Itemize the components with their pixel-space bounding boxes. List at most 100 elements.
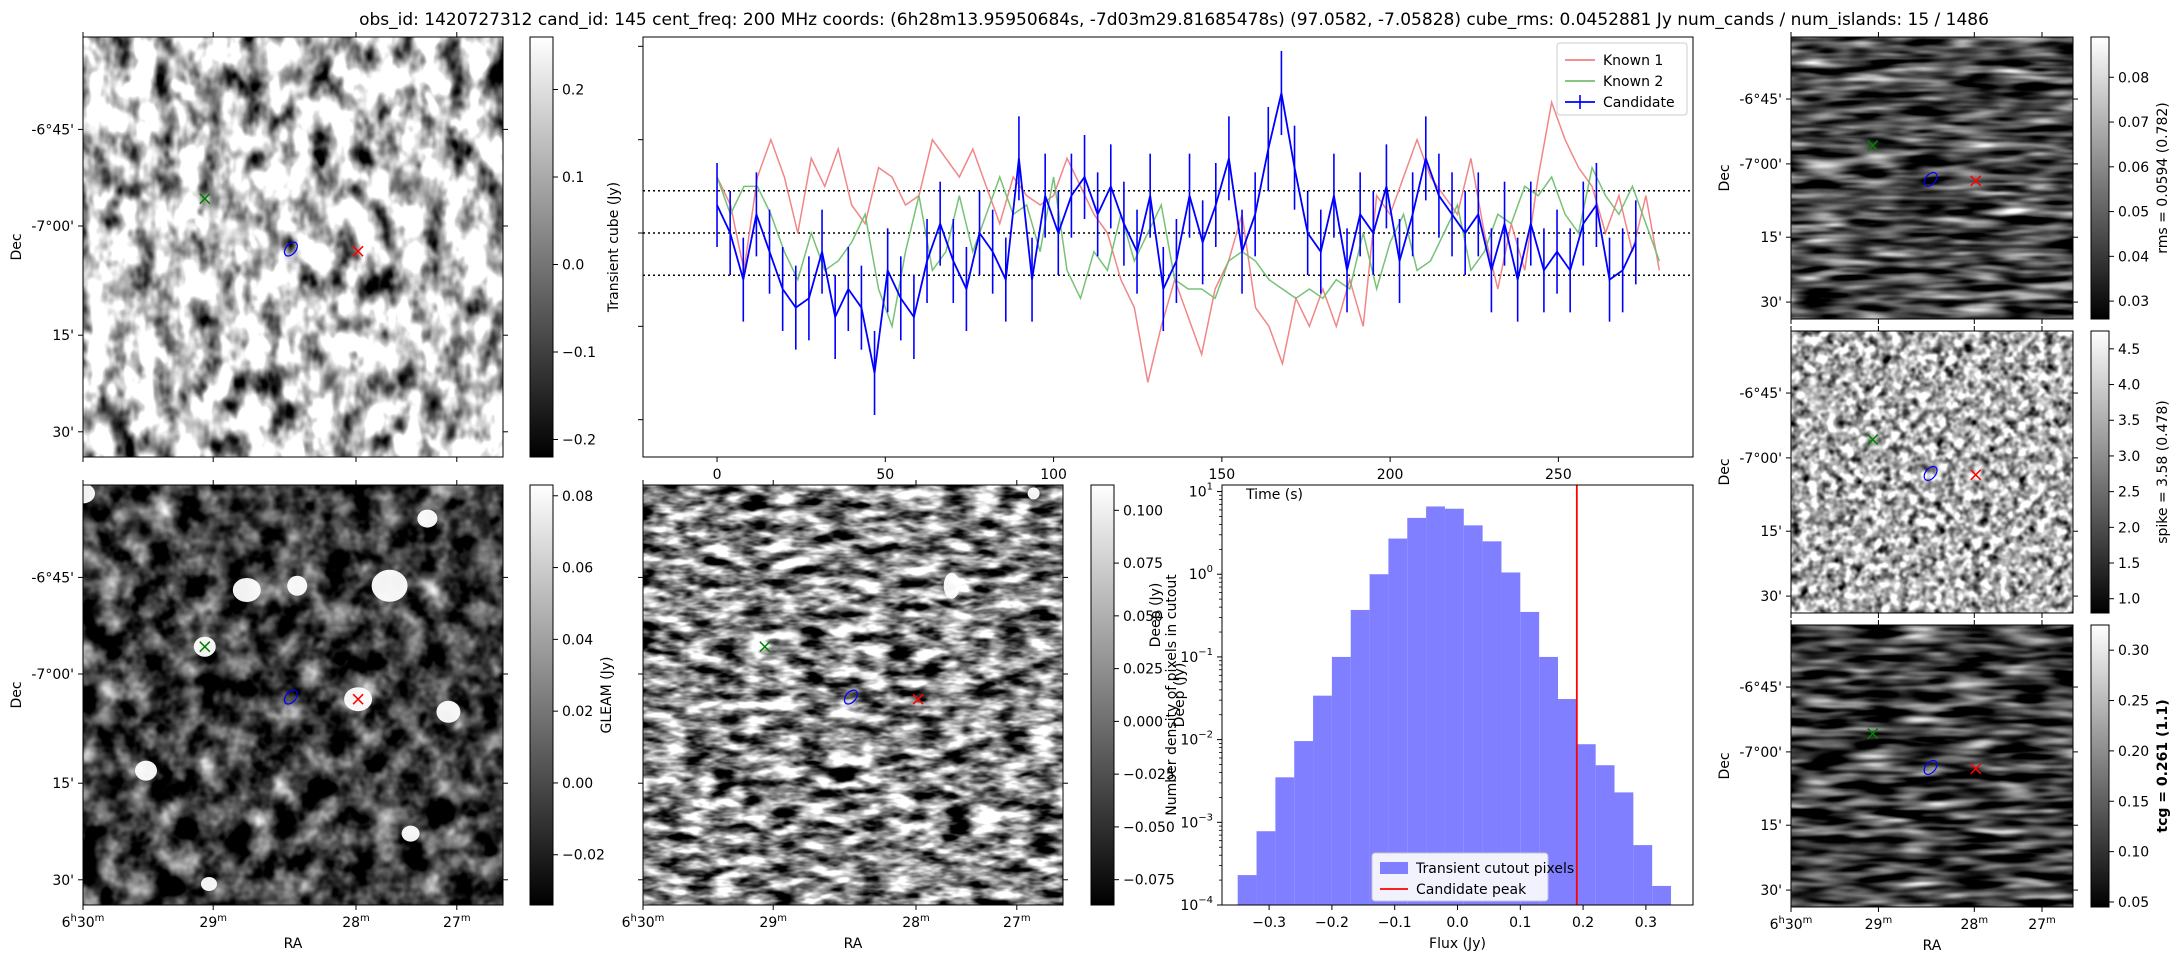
colorbar-tick-label: 0.06 [2118, 160, 2149, 176]
colorbar-label: GLEAM (Jy) [599, 657, 615, 734]
radio-source [135, 760, 157, 781]
dec-tick-label: -6°45' [1739, 386, 1782, 402]
map-image [83, 37, 503, 457]
sup: m [217, 913, 227, 924]
y-tick-label: 10−1 [1180, 647, 1213, 666]
y-tick-label: 100 [1189, 564, 1213, 583]
colorbar [2090, 624, 2110, 908]
known-1-marker [1970, 469, 1982, 481]
histogram-bar [1444, 508, 1464, 905]
colorbar-tick-label: 1.0 [2118, 592, 2140, 608]
series-line-known-2 [716, 165, 1661, 330]
x-tick-label: 150 [1208, 467, 1235, 483]
radio-source [287, 575, 308, 596]
sup: m [777, 913, 787, 924]
x-tick-label: 0.1 [1509, 915, 1531, 931]
ra-tick-label: 27m [2028, 915, 2056, 933]
radio-source [417, 509, 438, 528]
colorbar-tick-label: −0.075 [1123, 873, 1175, 889]
map-image [643, 485, 1063, 905]
colorbar-tick-label: 0.06 [562, 561, 593, 577]
colorbar-tick-label: 0.0 [562, 258, 584, 274]
ra-tick-label: 6h30m [1770, 915, 1813, 933]
y-axis-label: Number density of pixels in cutout [1164, 574, 1180, 816]
sup: m [920, 913, 930, 924]
colorbar-tick-label: −0.025 [1123, 767, 1175, 783]
sup: h [1779, 915, 1785, 926]
sup: h [631, 913, 637, 924]
y-tick-label: 101 [1189, 482, 1213, 501]
ra-axis-label: RA [1923, 938, 1942, 954]
known-2-marker [1867, 434, 1879, 446]
colorbar-tick-label: 0.2 [562, 83, 584, 99]
dec-tick-label: 30' [52, 425, 74, 441]
known-2-marker [199, 193, 211, 205]
radio-source [1027, 487, 1040, 500]
colorbar-tick-label: 0.08 [2118, 70, 2149, 86]
dec-tick-label: 30' [1760, 295, 1782, 311]
exp: −4 [1198, 895, 1213, 906]
dec-tick-label: 15' [1760, 230, 1782, 246]
legend-label: Known 1 [1603, 53, 1663, 69]
colorbar [1090, 484, 1115, 906]
dec-tick-label: -6°45' [1739, 680, 1782, 696]
plot-layer: -6°45' -7°00' 15' 30' Dec 0.2 0.1 0.0 −0.1 −0.2 -6… [9, 32, 2171, 954]
ra-tick-label: 29m [759, 913, 787, 931]
ra-tick-label: 6h30m [62, 913, 105, 931]
map-image [83, 485, 503, 905]
known-2-marker [199, 641, 211, 653]
exp: −3 [1198, 812, 1213, 823]
sup: m [360, 913, 370, 924]
colorbar-tick-label: −0.1 [562, 345, 596, 361]
tcg_map-panel: -6°45' -7°00' 15' 30' Dec 6h30m 29m 28m 27m RA [1717, 620, 2078, 954]
histogram-bar [1463, 525, 1483, 905]
map-frame [1790, 36, 2074, 320]
histogram-bar [1275, 777, 1295, 905]
histogram-bar [1426, 506, 1445, 905]
colorbar-tick-label: 0.10 [2118, 845, 2149, 861]
dec-tick-label: -7°00' [1739, 451, 1782, 467]
histogram-bar [1557, 698, 1577, 905]
plot-frame [642, 36, 1694, 458]
map-frame [1790, 330, 2074, 614]
dec-tick-label: -6°45' [31, 122, 74, 138]
dec-tick-label: 15' [52, 776, 74, 792]
colorbar-tick-label: 0.1 [562, 170, 584, 186]
sup: m [1978, 915, 1988, 926]
colorbar-tick-label: 1.5 [2118, 556, 2140, 572]
y-axis-label: Transient cube (Jy) [606, 182, 622, 313]
colorbar [2090, 330, 2110, 614]
dec-tick-label: 30' [1760, 883, 1782, 899]
dec-axis-label: Dec [1717, 752, 1733, 779]
colorbar-tick-label: 0.025 [1123, 662, 1163, 678]
ra-tick-label: 28m [902, 913, 930, 931]
candidate-marker [843, 689, 858, 705]
dec-axis-label: Dec [1717, 164, 1733, 191]
ra-tick-label: 28m [1961, 915, 1989, 933]
dec-tick-label: -7°00' [31, 667, 74, 683]
colorbar-tick-label: 4.0 [2118, 378, 2140, 394]
exp: 0 [1207, 564, 1213, 575]
ra-axis-label: RA [284, 936, 303, 952]
y-tick-label: 10−2 [1180, 730, 1213, 749]
histogram-bar [1350, 609, 1370, 905]
colorbar-tick-label: −0.02 [562, 848, 605, 864]
known-2-marker [1867, 140, 1879, 152]
x-tick-label: 250 [1545, 467, 1572, 483]
deep_map-panel: 6h30m 29m 28m 27m RA [622, 480, 1068, 952]
legend-box [1371, 852, 1549, 902]
legend-label: Known 2 [1603, 74, 1663, 90]
colorbar-tick-label: 0.05 [2118, 895, 2149, 911]
x-tick-label: 0.3 [1635, 915, 1657, 931]
dec-tick-label: 30' [1760, 589, 1782, 605]
map-frame [82, 484, 504, 906]
histogram-bar [1652, 885, 1672, 905]
colorbar-label: tcg = 0.261 (1.1) [2155, 699, 2171, 832]
sup: m [1882, 915, 1892, 926]
colorbar-label: rms = 0.0594 (0.782) [2155, 102, 2171, 254]
histogram-panel: −0.3 −0.2 −0.1 0.0 0.1 0.2 0.310110010−110−210… [1164, 482, 1694, 952]
known-2-marker [759, 641, 771, 653]
colorbar-label: Deep (Jy) [1148, 583, 1164, 648]
radio-source [401, 825, 420, 842]
map-image [1791, 625, 2073, 907]
